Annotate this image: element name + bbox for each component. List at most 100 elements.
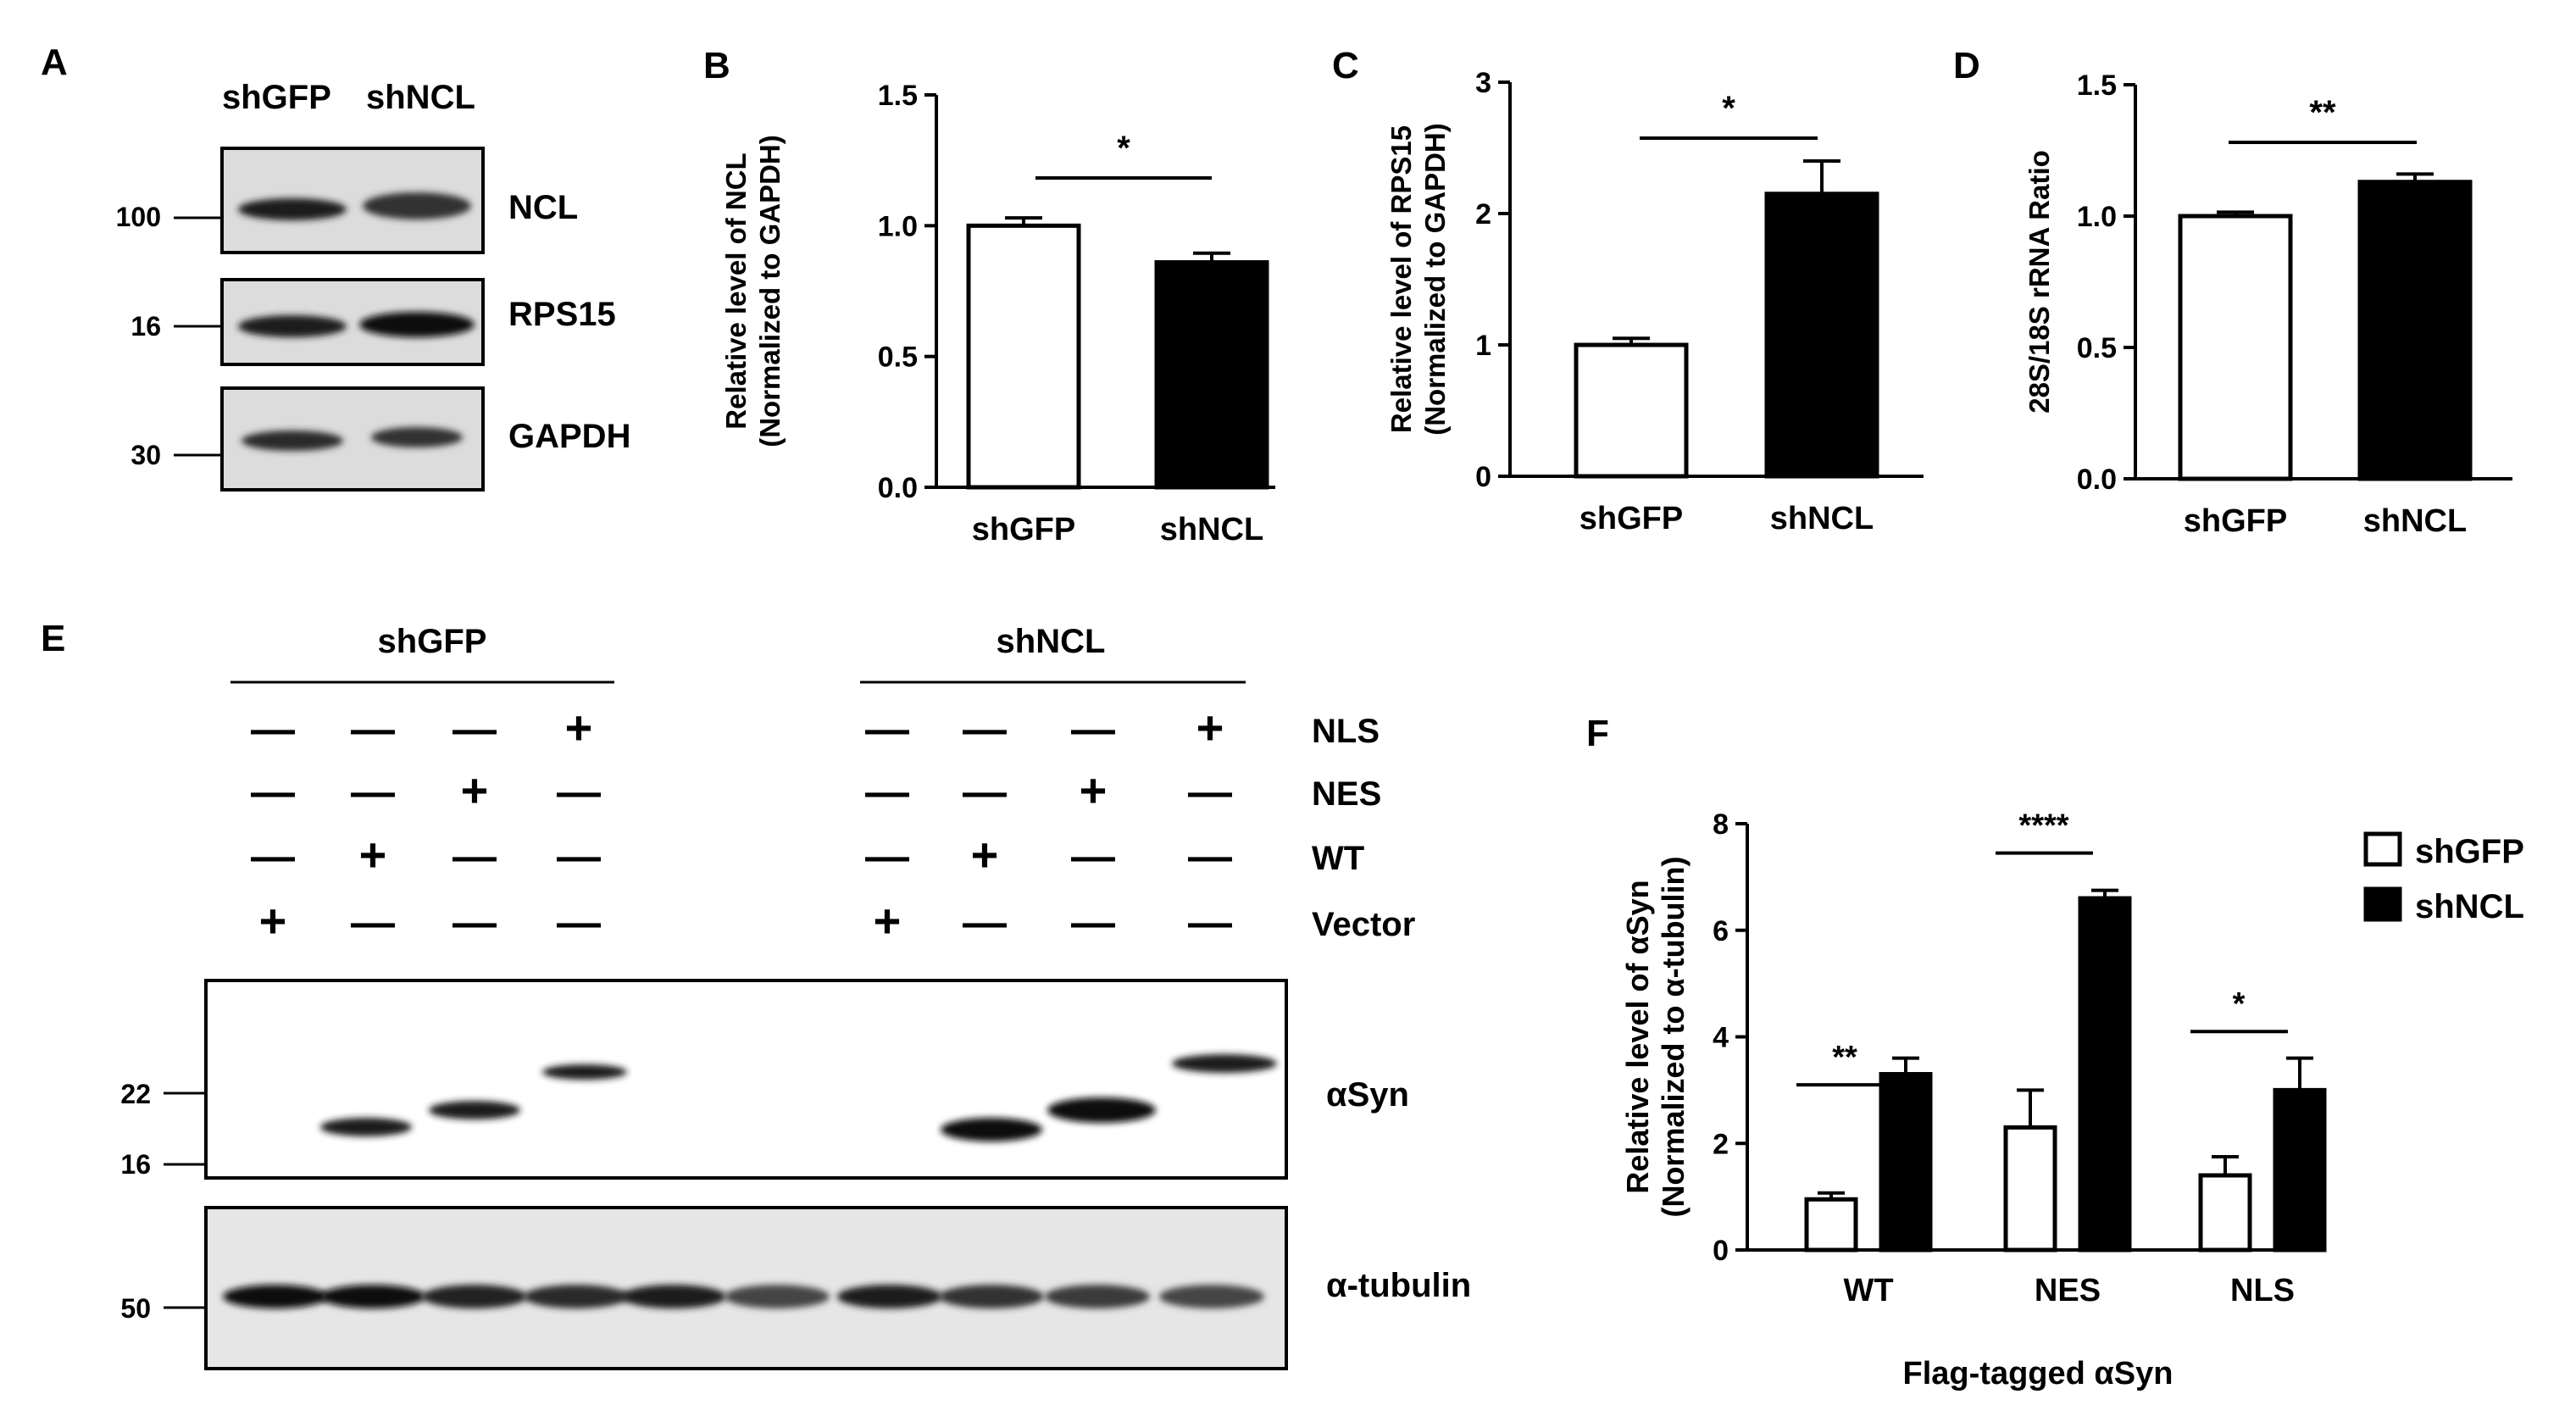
significance-mark-c: * [1722,90,1735,127]
significance-mark-f: **** [2018,808,2068,844]
protein-label-ncl: NCL [508,189,578,226]
band-tubulin [939,1285,1044,1308]
y-tick-label-f: 2 [1713,1128,1729,1160]
band-asyn-lane7 [1047,1097,1156,1123]
band-tubulin [422,1285,527,1308]
treatment-sign: — [557,832,601,881]
marker-100: 100 [116,202,161,232]
y-axis-label-b: (Normalized to GAPDH) [754,135,786,447]
bar-b-shgfp [966,223,1081,490]
treatment-sign: — [452,898,497,947]
treatment-label-wt: WT [1312,840,1364,877]
bar-f-nes-shgfp [2003,1125,2057,1253]
band-gapdh-shncl [371,427,463,447]
x-axis-title-f: Flag-tagged αSyn [1903,1356,2174,1391]
treatment-sign: — [865,768,909,817]
treatment-sign: — [351,768,395,817]
treatment-sign: — [1071,832,1115,881]
protein-label-gapdh: GAPDH [508,418,630,455]
treatment-sign: + [461,764,489,817]
y-tick-label-b: 1.5 [878,80,918,112]
treatment-sign: — [1071,705,1115,754]
chart-d: 0.0 0.5 1.0 1.5 shGFP shNCL ** 28S/18S rRNA Rat… [2024,69,2512,539]
panel-e-letter: E [41,618,65,659]
lane-label-shncl: shNCL [366,79,475,116]
legend-label-shncl: shNCL [2415,888,2524,925]
legend-label-shgfp: shGFP [2415,833,2524,870]
treatment-label-nls: NLS [1312,713,1380,750]
y-tick-label-b: 1.0 [878,210,918,242]
panel-c-letter: C [1332,45,1359,86]
legend-swatch-shgfp [2363,831,2402,867]
treatment-sign-grid: — — — + — — — + NLS — — + — — — + — NES — + — — — + — — WT + — — — + — — —… [251,701,1415,947]
treatment-label-nes: NES [1312,775,1381,813]
x-tick-label-d: shGFP [2184,503,2287,539]
y-axis-label-f: Relative level of αSyn [1620,880,1655,1193]
panel-a: A shGFP shNCL 100 16 30 NCL RPS15 GAPDH [41,42,630,492]
treatment-sign: — [1188,898,1232,947]
y-tick-label-f: 8 [1713,808,1729,841]
band-rps15-shncl [359,312,475,337]
y-tick-label-f: 6 [1713,915,1729,947]
treatment-sign: — [251,832,295,881]
protein-label-tubulin: α-tubulin [1326,1267,1471,1304]
marker-22: 22 [120,1079,151,1109]
treatment-sign: + [259,894,287,947]
treatment-sign: — [557,898,601,947]
marker-30: 30 [130,440,161,470]
bar-f-nls-shgfp [2198,1173,2252,1253]
chart-f: 0 2 4 6 8 WT ** NES **** NLS * Relative level of αS… [1620,808,2524,1391]
x-tick-label-c: shGFP [1579,501,1683,536]
treatment-sign: + [565,701,593,754]
bar-f-wt-shncl [1879,1072,1933,1253]
bar-c-shncl [1764,192,1879,479]
significance-mark-f: * [2233,986,2246,1022]
y-axis-label-c: Relative level of RPS15 [1385,125,1417,433]
treatment-sign: — [865,832,909,881]
y-tick-label-d: 0.5 [2077,332,2117,364]
y-tick-label-c: 0 [1475,461,1491,493]
tubulin-bands [223,1285,1264,1308]
panel-c: C 0 1 2 3 shGFP shNCL * Relative level of RPS15… [1332,45,1924,536]
significance-mark-d: ** [2309,94,2336,131]
treatment-sign: — [963,898,1007,947]
y-axis-label-f: (Normalized to α-tubulin) [1656,856,1690,1217]
treatment-sign: — [1071,898,1115,947]
panel-e: E shGFP shNCL — — — + — — — + NLS— — + — — — + — NES— + — —… [41,618,1471,1370]
y-tick-label-b: 0.5 [878,342,918,374]
band-tubulin [621,1285,726,1308]
treatment-label-vector: Vector [1312,906,1415,943]
y-axis-label-d: 28S/18S rRNA Ratio [2024,150,2055,414]
treatment-sign: + [1080,764,1108,817]
y-tick-label-d: 0.0 [2077,464,2117,496]
bar-b-shncl [1154,260,1269,490]
legend-swatch-shncl [2363,886,2402,922]
treatment-sign: + [359,828,387,881]
band-tubulin [223,1285,328,1308]
y-tick-label-d: 1.5 [2077,69,2117,102]
bar-f-nes-shncl [2078,896,2132,1253]
treatment-sign: — [1188,768,1232,817]
y-tick-label-c: 3 [1475,67,1491,99]
x-tick-label-f: NLS [2230,1273,2295,1308]
treatment-sign: — [452,832,497,881]
x-tick-label-b: shGFP [972,512,1075,547]
significance-mark-f: ** [1832,1040,1857,1075]
bar-d-shgfp [2178,214,2293,481]
marker-16: 16 [130,311,161,342]
y-axis-label-b: Relative level of NCL [720,153,752,429]
band-tubulin [1045,1285,1150,1308]
band-tubulin [724,1285,830,1308]
marker-50: 50 [120,1293,151,1324]
y-tick-label-c: 1 [1475,330,1491,362]
lane-label-shgfp: shGFP [222,79,331,116]
y-tick-label-f: 0 [1713,1235,1729,1267]
chart-c: 0 1 2 3 shGFP shNCL * Relative level of RPS15 (N… [1385,67,1924,536]
x-tick-label-b: shNCL [1160,512,1263,547]
band-ncl-shgfp [238,198,347,220]
y-tick-label-b: 0.0 [878,472,918,504]
band-asyn-lane4 [542,1064,627,1080]
protein-label-rps15: RPS15 [508,296,616,333]
marker-16-e: 16 [120,1149,151,1180]
band-tubulin [1159,1285,1264,1308]
